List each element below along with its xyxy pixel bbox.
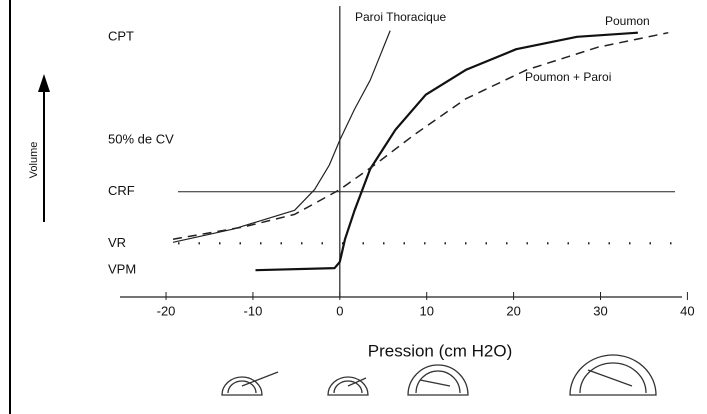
x-tick-label: -10 <box>244 303 263 318</box>
series-label: Poumon + Paroi <box>525 70 611 84</box>
thorax-icons <box>221 354 657 396</box>
series-line <box>172 30 391 243</box>
y-tick-label: VR <box>108 235 126 250</box>
x-tick-label: -20 <box>157 303 176 318</box>
y-axis-label: Volume <box>28 142 40 179</box>
y-tick-label: CPT <box>108 28 134 43</box>
x-tick-label: 40 <box>680 303 694 318</box>
x-tick-label: 30 <box>593 303 607 318</box>
x-axis-label: Pression (cm H2O) <box>368 341 513 360</box>
y-tick-label: 50% de CV <box>108 132 174 147</box>
y-tick-label: VPM <box>108 262 136 277</box>
series-line <box>172 31 669 240</box>
volume-arrowhead <box>38 74 50 92</box>
series-label: Poumon <box>605 14 650 28</box>
y-tick-label: CRF <box>108 183 135 198</box>
series-label: Paroi Thoracique <box>355 10 446 24</box>
series-line <box>255 31 638 272</box>
x-tick-label: 20 <box>506 303 520 318</box>
x-tick-label: 0 <box>336 303 343 318</box>
x-tick-label: 10 <box>419 303 433 318</box>
